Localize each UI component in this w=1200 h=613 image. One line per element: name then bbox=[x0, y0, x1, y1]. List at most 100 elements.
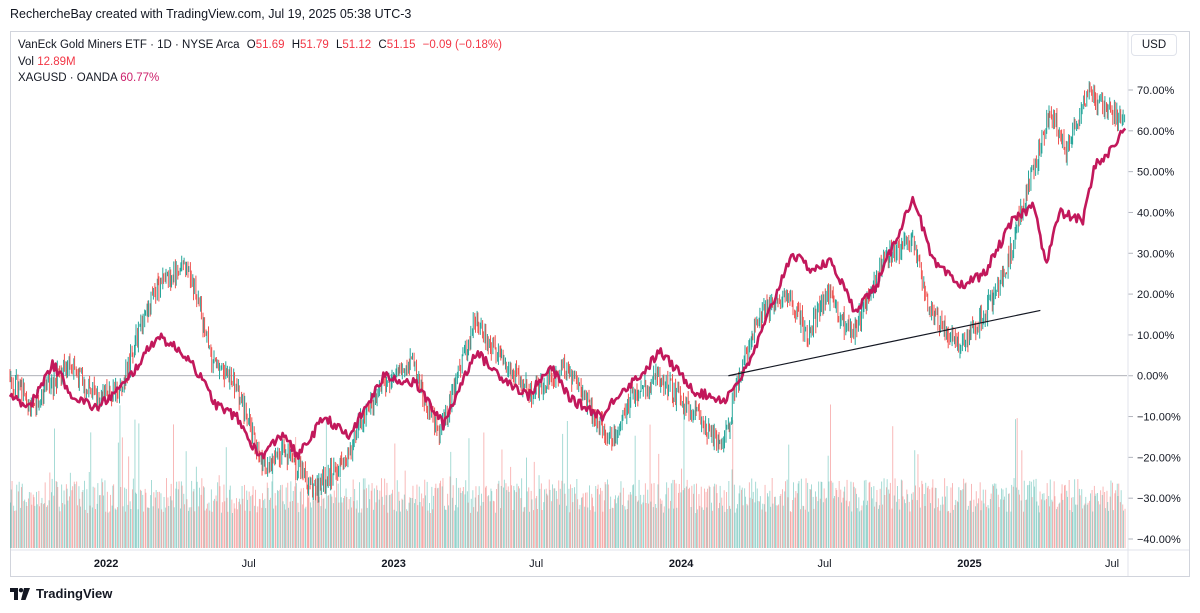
volume-bar bbox=[655, 507, 657, 548]
volume-bar bbox=[46, 506, 48, 548]
volume-bar bbox=[62, 503, 63, 548]
volume-bar bbox=[495, 512, 497, 548]
volume-bar bbox=[622, 504, 623, 548]
volume-bar bbox=[109, 511, 111, 548]
volume-bar bbox=[229, 485, 231, 548]
volume-bar bbox=[333, 490, 335, 548]
legend-close-value: 51.15 bbox=[386, 39, 416, 51]
volume-bar bbox=[975, 491, 977, 548]
volume-bar bbox=[255, 489, 256, 548]
volume-bar bbox=[782, 489, 783, 548]
volume-bar bbox=[399, 511, 401, 548]
volume-bars bbox=[10, 404, 1126, 548]
volume-bar bbox=[79, 498, 81, 548]
volume-bar bbox=[900, 479, 902, 548]
volume-bar bbox=[889, 493, 890, 548]
volume-bar bbox=[59, 511, 61, 548]
volume-bar bbox=[186, 499, 188, 548]
volume-bar bbox=[648, 503, 649, 548]
volume-bar bbox=[244, 510, 246, 548]
volume-bar bbox=[267, 487, 269, 548]
volume-bar bbox=[489, 501, 491, 548]
volume-bar bbox=[647, 489, 649, 548]
volume-bar bbox=[926, 487, 928, 548]
volume-bar bbox=[615, 503, 617, 548]
volume-bar bbox=[922, 484, 924, 548]
volume-bar bbox=[1058, 503, 1060, 548]
volume-bar bbox=[444, 505, 445, 548]
trend-line[interactable] bbox=[728, 309, 1041, 377]
volume-bar bbox=[962, 489, 964, 548]
volume-bar bbox=[396, 511, 397, 548]
volume-bar bbox=[1059, 502, 1061, 548]
volume-bar bbox=[265, 508, 267, 548]
volume-bar bbox=[336, 462, 337, 548]
volume-bar bbox=[767, 496, 769, 548]
volume-bar bbox=[834, 496, 835, 548]
volume-bar bbox=[901, 480, 903, 548]
volume-bar bbox=[416, 484, 418, 548]
volume-bar bbox=[89, 505, 91, 548]
volume-bar bbox=[685, 486, 687, 548]
volume-bar bbox=[797, 483, 799, 548]
volume-bar bbox=[678, 492, 679, 548]
volume-bar bbox=[114, 508, 116, 548]
legend-vol-value: 12.89M bbox=[37, 55, 76, 68]
volume-bar bbox=[1031, 497, 1033, 548]
volume-bar bbox=[516, 483, 518, 548]
volume-bar bbox=[562, 433, 564, 548]
volume-bar bbox=[439, 483, 441, 548]
volume-bar bbox=[65, 484, 67, 548]
volume-bar bbox=[755, 481, 757, 548]
volume-bar bbox=[737, 504, 738, 548]
volume-bar bbox=[432, 509, 434, 548]
volume-bar bbox=[206, 508, 207, 548]
volume-bar bbox=[1109, 496, 1111, 548]
volume-bar bbox=[609, 509, 611, 548]
volume-bar bbox=[180, 508, 181, 548]
volume-bar bbox=[683, 412, 685, 548]
volume-bar bbox=[1069, 510, 1071, 548]
volume-bar bbox=[69, 472, 71, 548]
volume-bar bbox=[1019, 494, 1020, 548]
footer-branding[interactable]: TradingView bbox=[10, 586, 112, 601]
volume-bar bbox=[389, 494, 391, 548]
volume-bar bbox=[18, 481, 20, 548]
volume-bar bbox=[16, 484, 18, 548]
volume-bar bbox=[1001, 488, 1002, 548]
legend-change: −0.09 (−0.18%) bbox=[422, 39, 502, 51]
volume-bar bbox=[1110, 480, 1112, 548]
volume-bar bbox=[630, 494, 632, 548]
volume-bar bbox=[67, 500, 69, 548]
volume-bar bbox=[764, 484, 766, 548]
volume-bar bbox=[672, 479, 674, 548]
volume-bar bbox=[602, 511, 604, 548]
legend-main-series[interactable]: VanEck Gold Miners ETF · 1D · NYSE Arca … bbox=[18, 37, 502, 54]
volume-bar bbox=[798, 481, 800, 548]
volume-bar bbox=[57, 487, 59, 548]
volume-bar bbox=[582, 493, 584, 548]
volume-bar bbox=[434, 488, 436, 548]
volume-bar bbox=[915, 485, 916, 548]
volume-bar bbox=[105, 511, 107, 548]
volume-bar bbox=[547, 495, 549, 548]
volume-bar bbox=[455, 478, 457, 548]
volume-bar bbox=[238, 501, 240, 548]
volume-bar bbox=[188, 510, 189, 548]
x-tick-label: Jul bbox=[529, 558, 543, 570]
volume-bar bbox=[32, 494, 34, 548]
currency-button[interactable]: USD bbox=[1131, 34, 1177, 56]
volume-bar bbox=[1061, 484, 1063, 548]
volume-bar bbox=[503, 479, 505, 548]
volume-bar bbox=[381, 496, 383, 548]
volume-bar bbox=[144, 488, 146, 548]
legend-volume[interactable]: Vol 12.89M bbox=[18, 54, 502, 71]
volume-bar bbox=[856, 493, 857, 548]
volume-bar bbox=[995, 483, 997, 548]
volume-bar bbox=[226, 497, 228, 548]
volume-bar bbox=[86, 489, 88, 548]
volume-bar bbox=[1079, 495, 1081, 548]
legend-compare-series[interactable]: XAGUSD · OANDA 60.77% bbox=[18, 70, 502, 87]
volume-bar bbox=[533, 461, 535, 548]
